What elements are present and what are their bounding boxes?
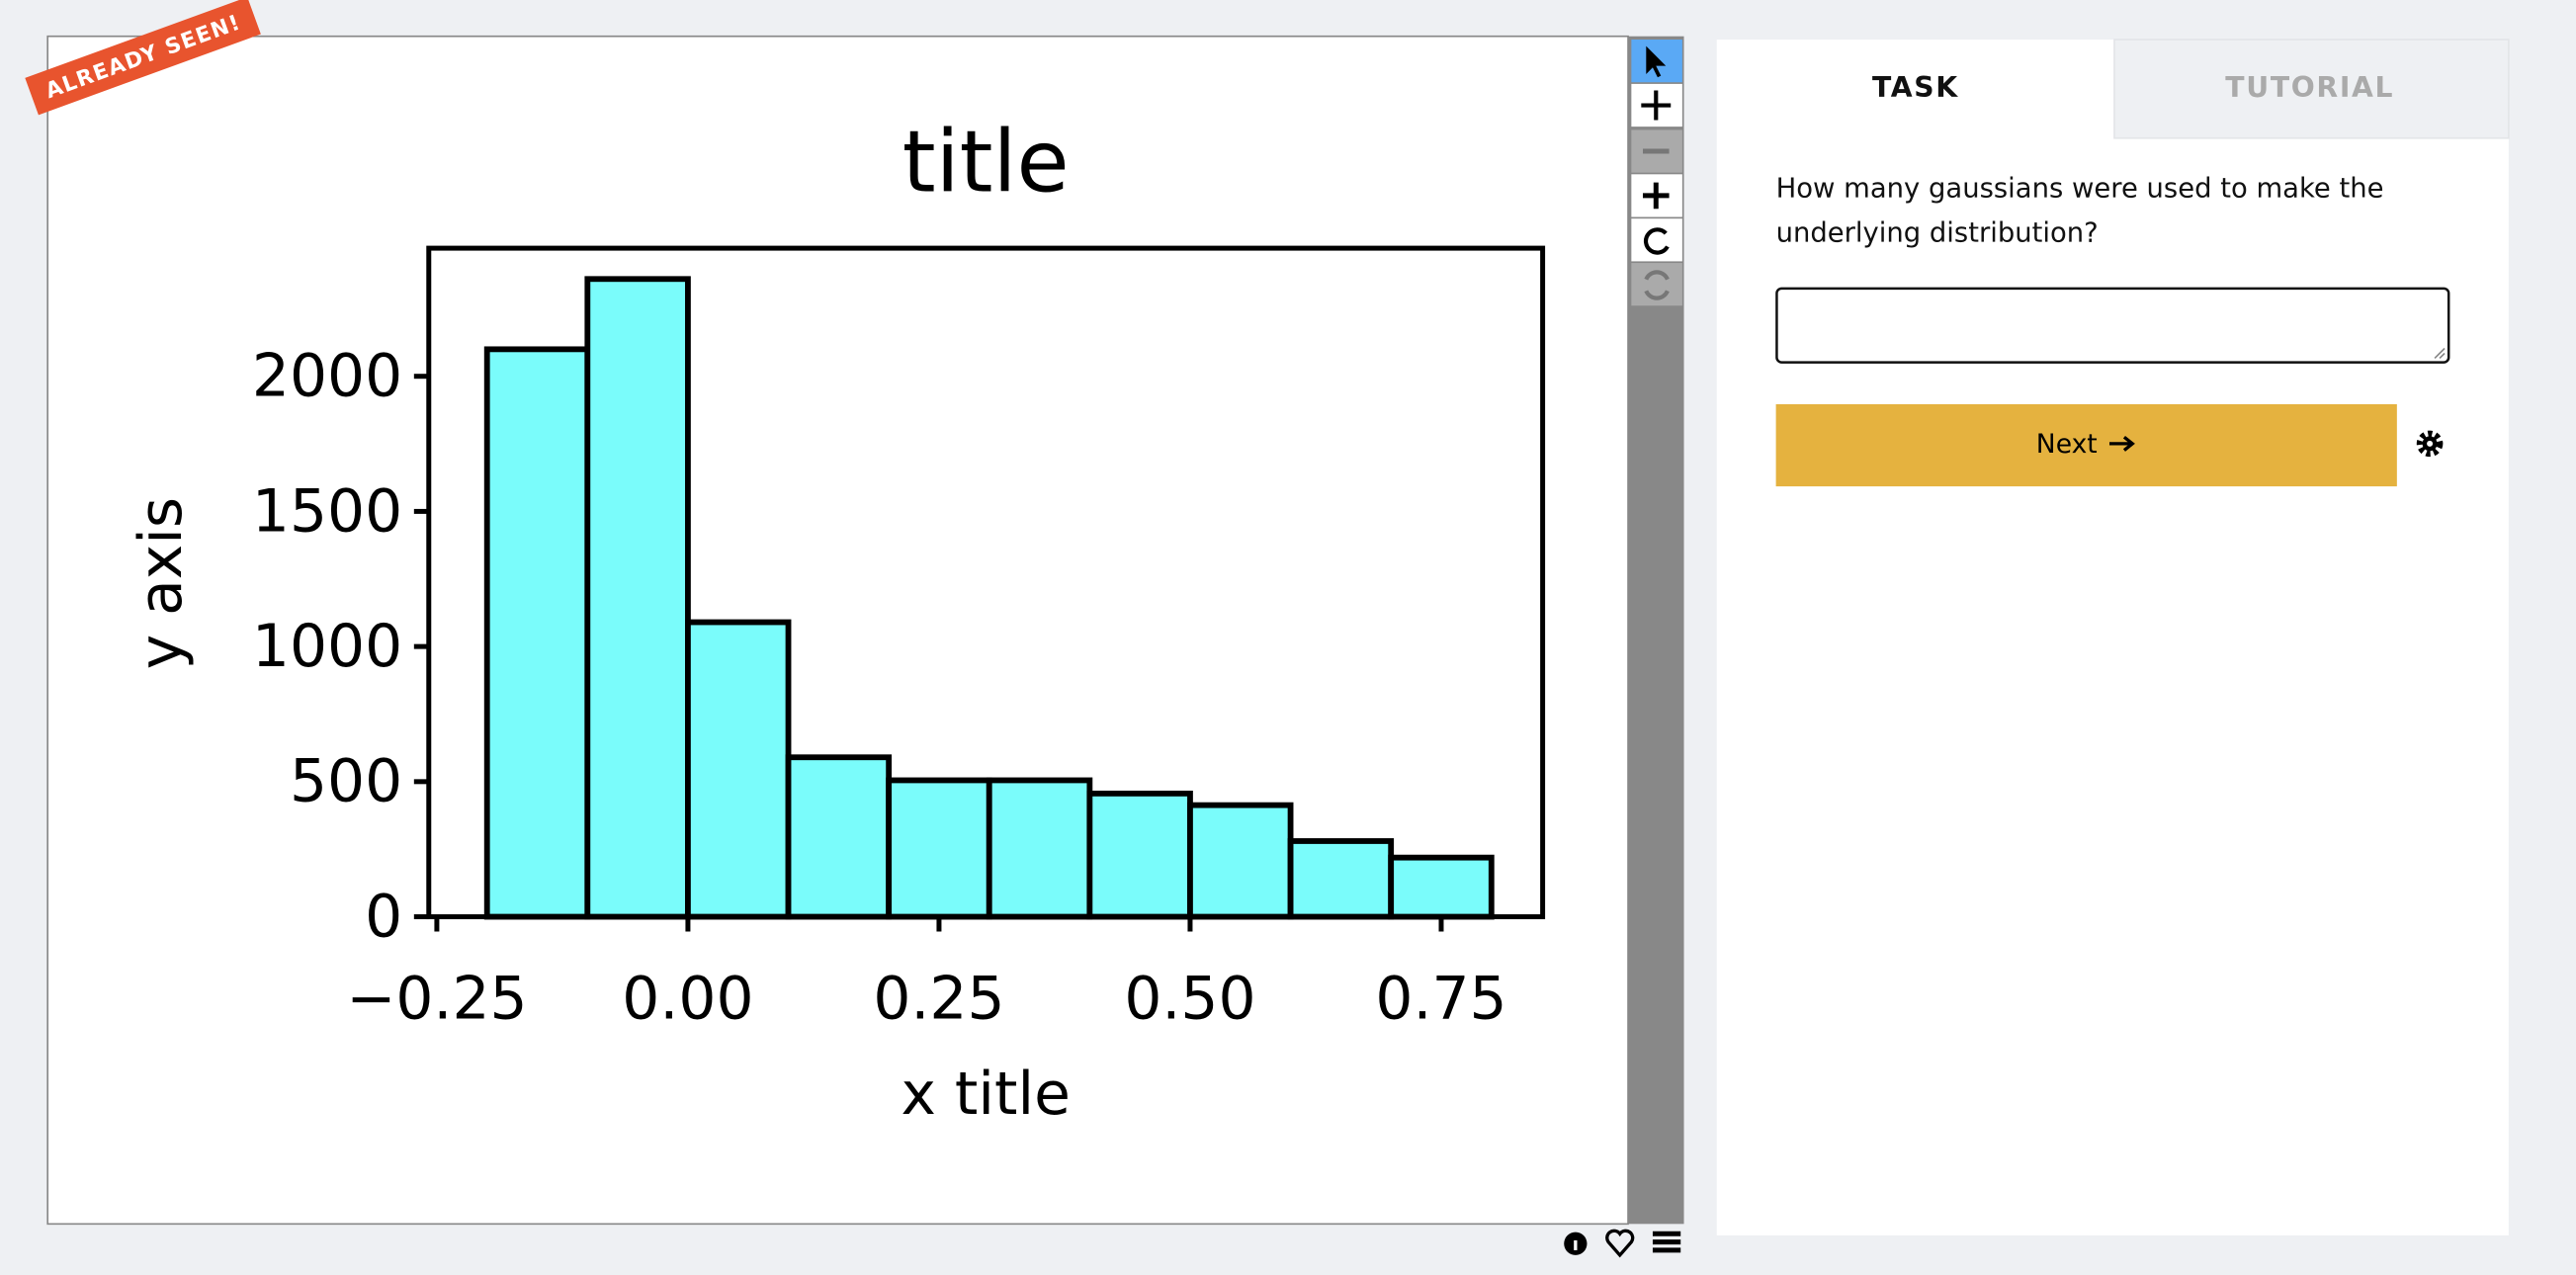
bar [1086,790,1193,920]
info-glyph [1574,1239,1578,1250]
tutorial-tab[interactable]: TUTORIAL [2225,71,2394,104]
bar [483,346,591,920]
task-tab[interactable]: TASK [1872,71,1959,104]
x-axis-label: x title [901,1060,1070,1129]
pan-icon [1641,90,1672,121]
y-tick-label: 1000 [252,612,402,681]
x-tick-label: 0.50 [1124,965,1255,1034]
reset-icon [1644,270,1670,300]
task-panel [1716,40,2509,1235]
bar [886,777,992,920]
rotate-tool[interactable] [1631,218,1682,262]
bar [584,276,691,920]
plus-icon [1642,182,1670,210]
resize-handle [2434,347,2446,360]
bar [1187,802,1294,920]
list-icon[interactable] [1652,1231,1681,1253]
x-tick-label: −0.25 [346,965,527,1034]
y-axis-label: y axis [127,497,196,669]
y-tick-label: 500 [290,747,402,816]
next-label[interactable]: Next [2036,429,2098,460]
y-tick-label: 0 [365,882,402,951]
next-button[interactable] [1775,403,2397,487]
x-tick-label: 0.00 [622,965,753,1034]
bar [986,777,1093,920]
bar [685,619,792,920]
pointer-icon [1646,45,1667,78]
y-tick-label: 2000 [252,342,402,411]
next-arrow [2108,435,2135,452]
bar [785,754,893,920]
gear-hole [2427,440,2434,447]
tutorial-tab-bg[interactable] [2113,39,2510,139]
y-tick-label: 1500 [252,476,402,546]
x-tick-label: 0.75 [1375,965,1506,1034]
chart-title: title [902,114,1070,212]
question-box: How many gaussians were used to make the… [1775,172,2384,249]
bar [1388,854,1495,920]
bar [1287,838,1395,920]
answer-textarea[interactable] [1775,287,2450,364]
x-tick-label: 0.25 [873,965,1004,1034]
plot: title x title y axis 0 500 1000 1500 2000 −0.… [127,114,1546,1129]
settings-icon[interactable] [2416,430,2444,458]
badge-ribbon [25,0,261,116]
image-frame [46,35,1629,1226]
rotate-icon [1643,227,1670,255]
question: How many gaussians were used to make the… [1775,172,2384,249]
heart-icon[interactable] [1605,1229,1635,1258]
plot-frame [426,245,1546,920]
gear-teeth [2416,430,2444,458]
